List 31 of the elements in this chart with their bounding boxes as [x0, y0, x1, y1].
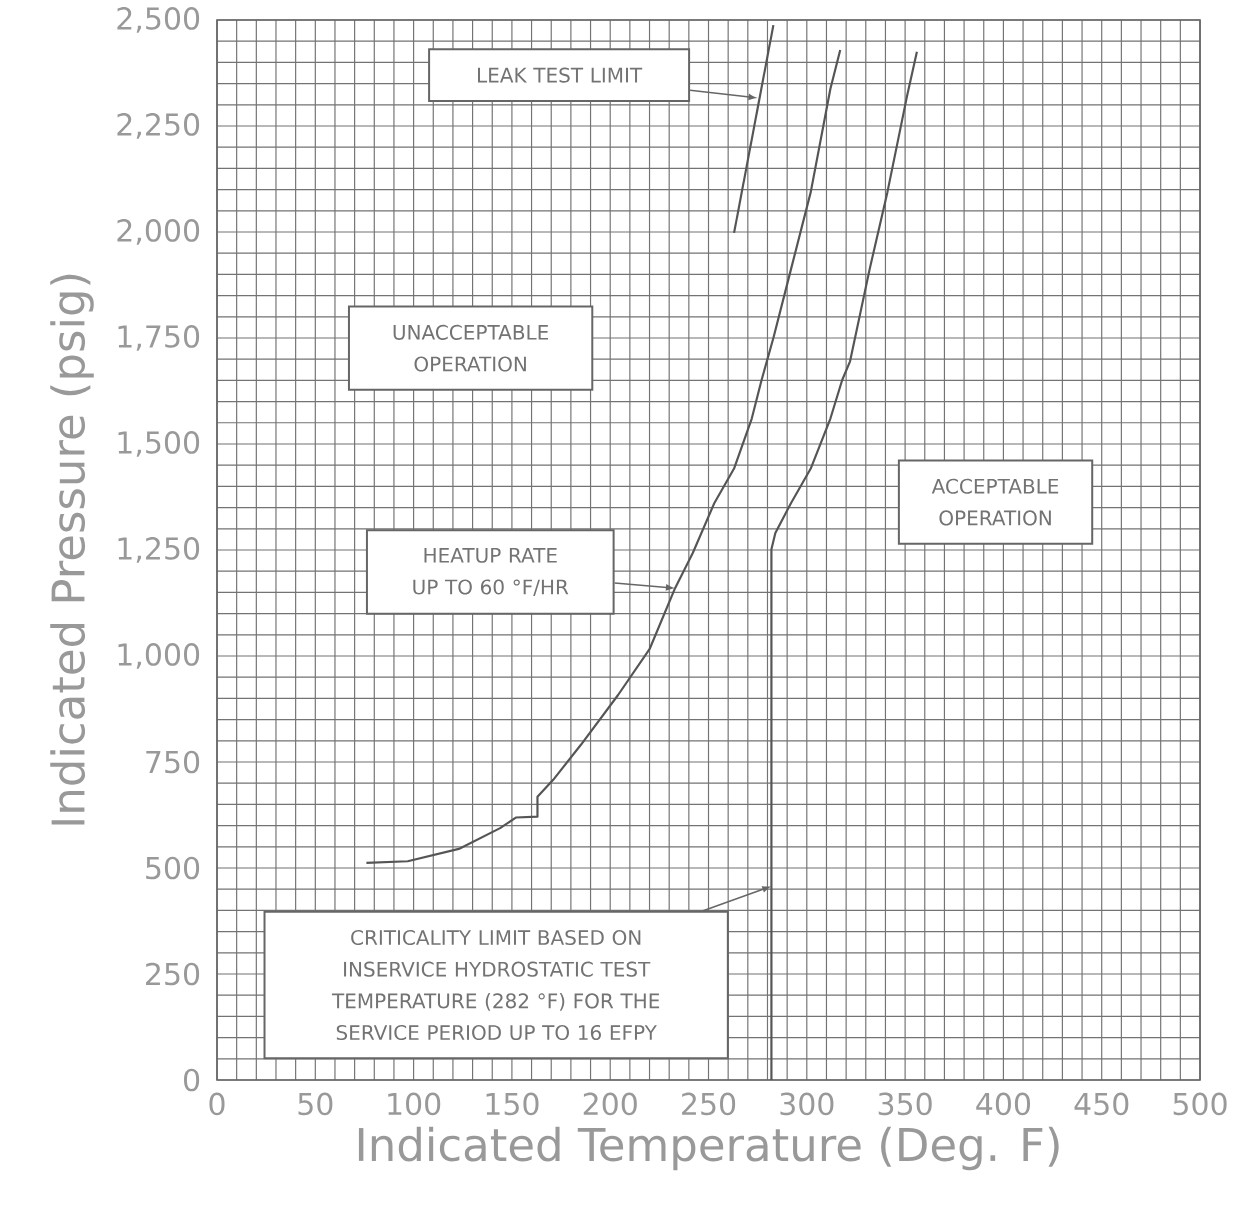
y-axis-title: Indicated Pressure (psig) — [50, 274, 94, 825]
x-tick-label: 400 — [976, 1092, 1031, 1116]
annotation: LEAK TEST LIMIT — [478, 67, 643, 83]
x-tick-label: 300 — [780, 1092, 834, 1116]
annotation: ACCEPTABLE OPERATION — [931, 478, 1059, 526]
y-tick-label: 2,250 — [117, 113, 200, 139]
x-tick-label: 0 — [209, 1092, 225, 1116]
y-tick-label: 1,000 — [118, 643, 200, 669]
annotation: HEATUP RATE UP TO 60 °F/HR — [413, 547, 569, 597]
x-tick-label: 100 — [388, 1092, 441, 1116]
y-tick-label: 1,250 — [118, 537, 200, 563]
x-tick-label: 350 — [878, 1092, 932, 1116]
y-tick-label: 500 — [146, 856, 200, 880]
x-tick-label: 500 — [1173, 1092, 1227, 1116]
annotation: UNACCEPTABLE OPERATION — [393, 324, 549, 372]
y-tick-label: 250 — [146, 962, 200, 986]
line-series — [770, 50, 918, 1082]
x-tick-label: 250 — [682, 1092, 736, 1116]
x-tick-label: 50 — [298, 1092, 333, 1116]
y-tick-label: 0 — [184, 1068, 200, 1092]
line-series — [365, 49, 842, 864]
x-tick-label: 200 — [583, 1092, 637, 1116]
y-tick-label: 2,000 — [117, 219, 200, 245]
y-tick-label: 750 — [146, 750, 200, 774]
annotation: CRITICALITY LIMIT BASED ON INSERVICE HYDROSTATIC TEST TEMPERATURE (282 °F) FOR THE SERVICE PERIOD UP TO 16 EFPY — [331, 929, 660, 1041]
x-axis-title: Indicated Temperature (Deg. F) — [358, 1126, 1059, 1171]
y-tick-label: 1,500 — [118, 431, 200, 457]
y-tick-label: 1,750 — [118, 325, 200, 351]
x-tick-label: 450 — [1074, 1092, 1129, 1116]
x-tick-label: 150 — [486, 1092, 539, 1116]
y-tick-label: 2,500 — [117, 7, 200, 33]
